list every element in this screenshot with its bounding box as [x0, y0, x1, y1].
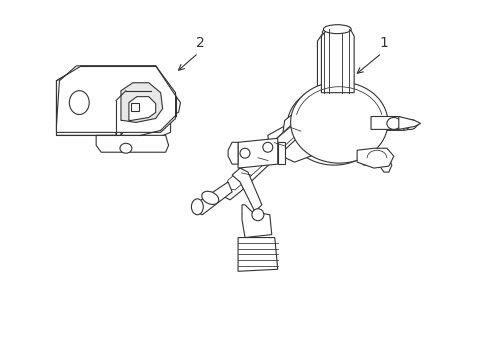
Polygon shape [277, 142, 284, 164]
Polygon shape [195, 182, 232, 215]
Ellipse shape [251, 209, 264, 221]
Polygon shape [317, 29, 348, 93]
Polygon shape [163, 93, 180, 116]
Polygon shape [321, 25, 353, 93]
Text: 2: 2 [196, 36, 204, 50]
Polygon shape [121, 96, 163, 135]
Polygon shape [353, 150, 388, 165]
Ellipse shape [322, 28, 344, 36]
Ellipse shape [72, 92, 90, 113]
Polygon shape [398, 117, 420, 129]
Ellipse shape [120, 143, 132, 153]
Ellipse shape [290, 82, 387, 163]
Polygon shape [356, 148, 393, 168]
Ellipse shape [404, 120, 416, 129]
Polygon shape [378, 158, 391, 172]
Polygon shape [289, 100, 370, 142]
Polygon shape [242, 205, 271, 238]
Polygon shape [403, 118, 418, 130]
Polygon shape [96, 135, 168, 152]
Polygon shape [224, 113, 317, 190]
Polygon shape [232, 168, 262, 212]
Polygon shape [238, 138, 277, 168]
Polygon shape [279, 113, 378, 162]
Polygon shape [121, 83, 163, 122]
Text: 1: 1 [379, 36, 387, 50]
Polygon shape [228, 142, 238, 164]
Polygon shape [267, 103, 373, 160]
Polygon shape [56, 66, 175, 132]
Ellipse shape [323, 25, 350, 33]
Polygon shape [220, 109, 324, 200]
Polygon shape [368, 118, 416, 130]
Ellipse shape [386, 117, 400, 129]
Ellipse shape [263, 142, 272, 152]
Polygon shape [56, 66, 175, 135]
Ellipse shape [191, 199, 203, 215]
Polygon shape [129, 96, 155, 121]
Ellipse shape [286, 86, 381, 165]
Ellipse shape [240, 148, 249, 158]
Polygon shape [131, 103, 139, 111]
Ellipse shape [69, 91, 89, 114]
Ellipse shape [202, 191, 218, 204]
Polygon shape [116, 105, 170, 140]
Polygon shape [238, 238, 277, 271]
Polygon shape [370, 117, 413, 129]
